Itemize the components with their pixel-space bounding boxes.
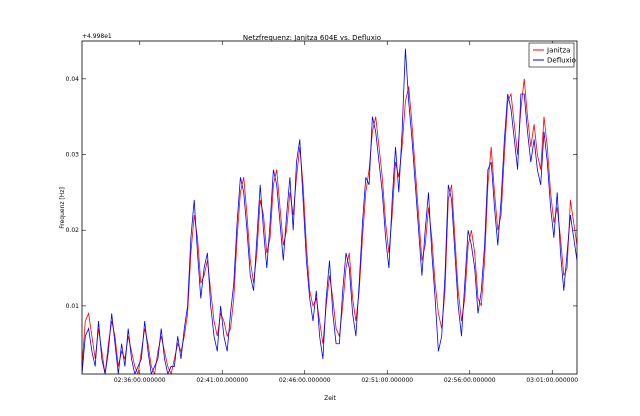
x-tick-label: 03:01:00.000000	[526, 377, 578, 384]
chart-title: Netzfrequenz: Janitza 604E vs. Defluxio	[243, 34, 381, 42]
y-axis: 0.01 0.02 0.03 0.04	[66, 76, 577, 310]
legend-box	[528, 42, 575, 68]
x-axis-label: Zeit	[324, 395, 336, 402]
legend-label-janitza: Janitza	[546, 47, 570, 55]
plot-frame	[81, 40, 578, 375]
x-tick-label: 02:46:00.000000	[279, 377, 331, 384]
y-tick-label: 0.02	[66, 227, 80, 234]
x-tick-label: 02:56:00.000000	[444, 377, 496, 384]
x-tick-label: 02:51:00.000000	[361, 377, 413, 384]
series-line-defluxio	[82, 48, 577, 374]
y-tick-label: 0.04	[66, 76, 80, 83]
x-axis: 02:36:00.000000 02:41:00.000000 02:46:00.0…	[114, 41, 578, 384]
y-tick-label: 0.01	[66, 303, 80, 310]
legend: Janitza Defluxio	[528, 42, 576, 68]
y-offset-label: +4.998e1	[82, 33, 112, 40]
y-axis-label: Frequenz [Hz]	[59, 187, 66, 229]
series-line-janitza	[82, 78, 577, 374]
x-tick-label: 02:36:00.000000	[114, 377, 166, 384]
y-tick-label: 0.03	[66, 152, 80, 159]
x-tick-label: 02:41:00.000000	[196, 377, 248, 384]
legend-label-defluxio: Defluxio	[547, 57, 576, 65]
series-layer	[82, 48, 577, 374]
